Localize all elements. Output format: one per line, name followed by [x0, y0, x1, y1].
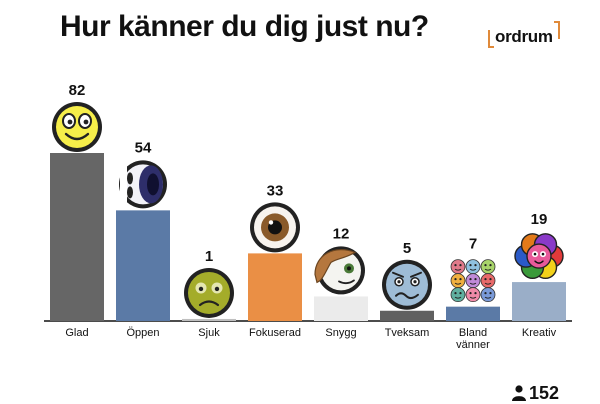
- brand-name: ordrum: [495, 27, 553, 46]
- category-label-3: Fokuserad: [249, 327, 301, 339]
- category-label-5: Tveksam: [385, 327, 430, 339]
- bar-3: [248, 253, 302, 321]
- value-label-2: 1: [205, 248, 213, 265]
- category-label-6: Bland vänner: [456, 327, 490, 351]
- value-label-1: 54: [135, 139, 152, 156]
- category-label-4: Snygg: [325, 327, 356, 339]
- group-faces-icon: [450, 259, 496, 303]
- eye-peek-icon: [119, 160, 167, 209]
- bracket-right-icon: [553, 21, 560, 39]
- eye-icon: [250, 202, 300, 253]
- bar-0: [50, 153, 104, 321]
- sick-face-icon: [184, 267, 234, 318]
- category-label-0: Glad: [65, 327, 88, 339]
- person-icon: [512, 385, 526, 401]
- respondent-count-value: 152: [529, 383, 560, 403]
- value-label-4: 12: [333, 225, 350, 242]
- bracket-left-icon: [488, 30, 494, 48]
- bar-7: [512, 282, 566, 321]
- respondent-count: 152: [512, 383, 559, 404]
- bar-2: [182, 318, 236, 321]
- smiley-icon: [52, 102, 102, 152]
- bar-1: [116, 210, 170, 321]
- category-label-1: Öppen: [126, 327, 159, 339]
- bar-4: [314, 296, 368, 321]
- worried-face-icon: [382, 259, 432, 310]
- value-label-3: 33: [267, 182, 284, 199]
- brand-logo: ordrum: [488, 21, 560, 48]
- value-label-6: 7: [469, 236, 477, 253]
- value-label-5: 5: [403, 240, 411, 257]
- category-label-7: Kreativ: [522, 327, 557, 339]
- flower-face-icon: [514, 233, 564, 280]
- value-label-7: 19: [531, 211, 548, 228]
- category-label-2: Sjuk: [198, 327, 220, 339]
- page-title: Hur känner du dig just nu?: [60, 10, 429, 43]
- hair-face-icon: [314, 246, 365, 295]
- bar-5: [380, 310, 434, 321]
- value-label-0: 82: [69, 82, 86, 99]
- bar-6: [446, 306, 500, 321]
